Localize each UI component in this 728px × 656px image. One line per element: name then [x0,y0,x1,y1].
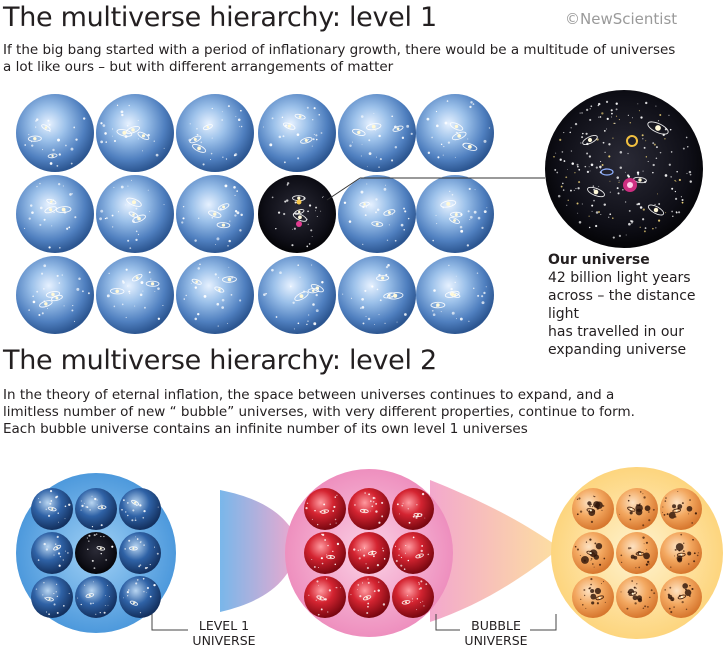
level2-description-line: limitless number of new “ bubble” univer… [3,404,635,420]
mini-universe [392,576,434,618]
our-universe-label: Our universe 42 billion light years acro… [548,251,726,359]
callout-text: UNIVERSE [192,633,256,648]
universe-sphere [176,175,254,253]
universe-sphere [16,256,94,334]
blue-bubble-grid [31,488,161,618]
our-universe-connector [326,177,545,201]
mini-universe [660,576,702,618]
mini-universe [348,532,390,574]
brand-logo: ©NewScientist [565,10,678,28]
universe-sphere [96,94,174,172]
red-bubble-grid [304,488,434,618]
universe-sphere [16,175,94,253]
mini-universe [572,532,614,574]
our-universe-text: has travelled in our [548,324,685,340]
mini-universe [75,488,117,530]
universe-sphere [416,94,494,172]
level2-description: In the theory of eternal inflation, the … [3,387,723,438]
our-universe-text: 42 billion light years [548,270,691,286]
level1-universe-grid [16,94,494,334]
mini-universe [119,576,161,618]
mini-universe [304,488,346,530]
mini-universe [616,576,658,618]
callout-text: BUBBLE [471,618,521,633]
mini-universe [660,532,702,574]
universe-sphere [416,175,494,253]
level1-description-line: a lot like ours – but with different arr… [3,59,394,75]
mini-universe [119,488,161,530]
level1-universe-callout: LEVEL 1 UNIVERSE [188,618,260,648]
mini-universe [660,488,702,530]
mini-universe [304,576,346,618]
mini-universe [392,488,434,530]
mini-universe [616,532,658,574]
level2-description-line: In the theory of eternal inflation, the … [3,387,615,403]
mini-universe [572,576,614,618]
universe-sphere [258,256,336,334]
callout-text: LEVEL 1 [198,618,250,633]
bubble-cone-2 [430,480,560,622]
bubble-universe-callout: BUBBLE UNIVERSE [460,618,532,648]
mini-universe [31,576,73,618]
mini-universe [304,532,346,574]
universe-sphere [338,256,416,334]
universe-sphere [176,94,254,172]
level2-bubbles [16,467,723,639]
universe-sphere [416,256,494,334]
our-universe-sphere [545,90,703,248]
mini-universe [31,488,73,530]
level1-title: The multiverse hierarchy: level 1 [3,2,437,33]
mini-universe [348,488,390,530]
level1-description-line: If the big bang started with a period of… [3,42,676,58]
callout-lines [151,614,557,631]
mini-universe [616,488,658,530]
universe-sphere [16,94,94,172]
universe-sphere [258,94,336,172]
universe-sphere [338,175,416,253]
our-universe-text: expanding universe [548,342,687,358]
orange-bubble-grid [572,488,702,618]
our-universe-heading: Our universe [548,252,650,268]
mini-universe [392,532,434,574]
level1-description: If the big bang started with a period of… [3,42,703,76]
universe-sphere [338,94,416,172]
universe-sphere [176,256,254,334]
mini-universe [572,488,614,530]
mini-universe [31,532,73,574]
bubble-cone-1 [220,490,300,612]
our-universe-small [258,175,336,253]
mini-universe [75,576,117,618]
universe-sphere [96,175,174,253]
our-universe-text: across – the distance light [548,288,696,322]
level2-title: The multiverse hierarchy: level 2 [3,345,437,376]
mini-universe [75,532,117,574]
callout-text: UNIVERSE [464,633,528,648]
universe-sphere [96,256,174,334]
mini-universe [348,576,390,618]
level2-description-line: Each bubble universe contains an infinit… [3,421,528,437]
mini-universe [119,532,161,574]
